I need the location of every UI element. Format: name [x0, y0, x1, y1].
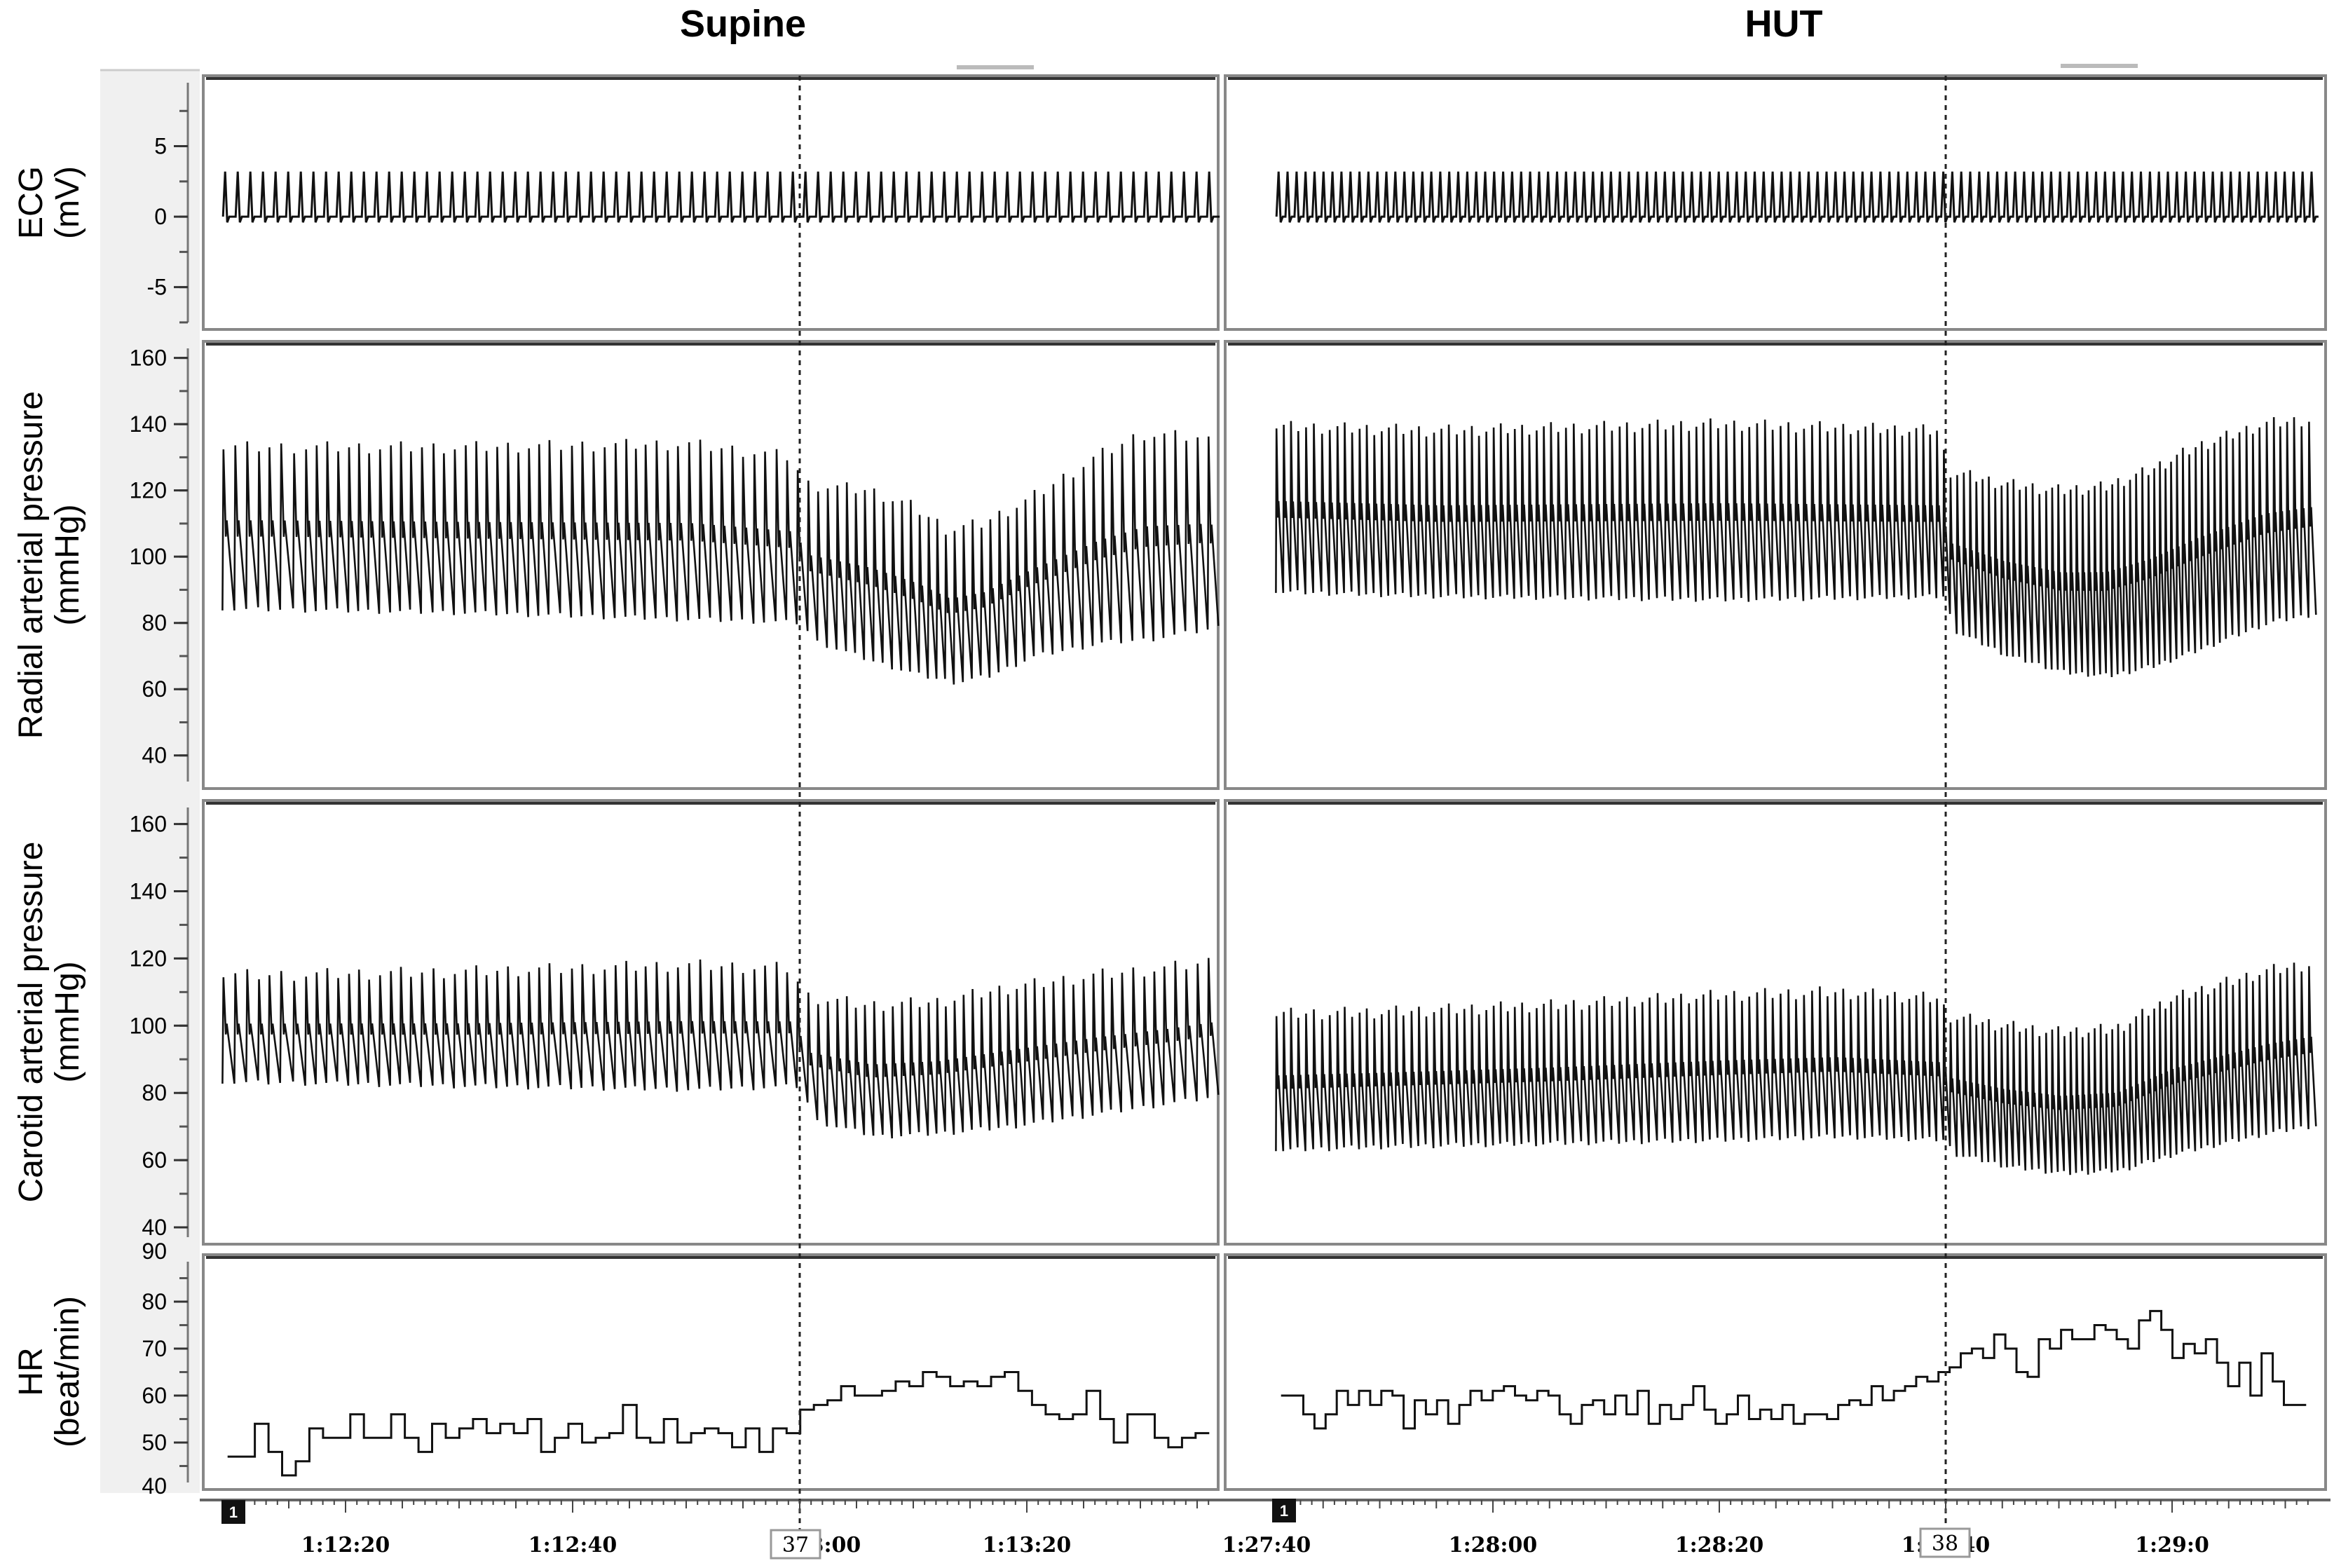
- y-tick-label: 0: [154, 204, 167, 229]
- scroll-thumb-left: [957, 65, 1034, 69]
- trace-hut-ecg: [1275, 171, 2319, 223]
- track-badge-right-label: 1: [1280, 1502, 1288, 1520]
- y-tick-label: 80: [142, 1080, 167, 1105]
- panel-frame-supine-2: [202, 799, 1220, 1246]
- y-tick-label: 140: [130, 878, 167, 904]
- y-tick-label: 80: [142, 1289, 167, 1314]
- ylabel-carotid-arterial-pressure-1: (mmHg): [49, 961, 86, 1082]
- y-tick-label: 100: [130, 1013, 167, 1038]
- time-tick-label: 1:27:40: [1222, 1533, 1311, 1557]
- time-tick-label: 1:28:00: [1449, 1533, 1538, 1557]
- track-badge-left: 1: [221, 1500, 245, 1524]
- ylabel-ecg-1: (mV): [49, 166, 86, 239]
- column-title-hut: HUT: [1745, 3, 1823, 45]
- y-tick-label: 120: [130, 478, 167, 503]
- time-tick-label: 1:28:20: [1675, 1533, 1764, 1557]
- y-tick-label: 40: [142, 743, 167, 768]
- trace-hut-hr: [1281, 1309, 2307, 1430]
- y-tick-label: 60: [142, 1147, 167, 1173]
- y-tick-label: 160: [130, 346, 167, 371]
- trace-supine-carotid-arterial-pressure: [221, 957, 1220, 1139]
- y-axis-labels: ECG (mV)Radial arterial pressure (mmHg)Car…: [13, 166, 86, 1447]
- column-title-supine: Supine: [680, 3, 806, 45]
- trace-supine-ecg: [221, 171, 1220, 223]
- y-tick-label: 40: [142, 1215, 167, 1240]
- panel-frame-hut-0: [1224, 74, 2327, 331]
- y-tick-label-clipped: 90: [142, 1239, 167, 1264]
- panel-frame-supine-1: [202, 340, 1220, 790]
- ylabel-radial-arterial-pressure-1: (mmHg): [49, 504, 86, 625]
- y-tick-label: 140: [130, 411, 167, 437]
- y-tick-label-clipped: 40: [142, 1473, 167, 1499]
- event-marker-label-left: 37: [782, 1533, 809, 1557]
- trace-hut-carotid-arterial-pressure: [1275, 962, 2317, 1175]
- signal-traces: [221, 171, 2319, 1477]
- trace-supine-hr: [227, 1371, 1210, 1477]
- y-tick-label: 100: [130, 544, 167, 569]
- y-tick-label: -5: [147, 275, 167, 300]
- y-tick-label: 60: [142, 1383, 167, 1408]
- event-marker-box-right: 38: [1919, 1527, 1971, 1558]
- y-axis-ticks: -5 0 5 40 60 80 100 120 140 160 40 60 80 100 120 140 160…: [130, 83, 189, 1499]
- time-tick-label: 1:12:40: [528, 1533, 617, 1557]
- time-tick-label: 1:29:0: [2135, 1533, 2209, 1557]
- y-tick-label: 50: [142, 1430, 167, 1455]
- y-tick-label: 60: [142, 676, 167, 702]
- time-axis-bg: [200, 1492, 2330, 1566]
- panel-frame-supine-0: [202, 74, 1220, 331]
- trace-supine-radial-arterial-pressure: [221, 430, 1220, 685]
- track-badge-left-label: 1: [229, 1504, 238, 1521]
- y-tick-label: 120: [130, 946, 167, 971]
- ylabel-carotid-arterial-pressure-0: Carotid arterial pressure: [13, 842, 50, 1203]
- y-tick-label: 80: [142, 611, 167, 636]
- panel-frame-hut-3: [1224, 1253, 2327, 1491]
- trace-hut-radial-arterial-pressure: [1275, 417, 2317, 678]
- y-tick-label: 5: [154, 134, 167, 159]
- ylabel-radial-arterial-pressure-0: Radial arterial pressure: [13, 391, 50, 739]
- time-tick-label: 1:13:20: [983, 1533, 1072, 1557]
- panel-frame-hut-2: [1224, 799, 2327, 1246]
- ylabel-hr-0: HR: [13, 1347, 50, 1396]
- panel-frames: [100, 64, 2330, 1566]
- event-marker-label-right: 38: [1932, 1532, 1958, 1556]
- time-tick-label: 1:12:20: [301, 1533, 390, 1557]
- panel-frame-supine-3: [202, 1253, 1220, 1491]
- label-column-bg: [100, 70, 200, 1493]
- track-badge-right: 1: [1272, 1499, 1296, 1522]
- event-markers: [798, 76, 1947, 1532]
- event-marker-box-left: 37: [770, 1529, 821, 1560]
- time-axis: 1:12:20 1:12:40 13:00 1:13:20 1:27:40 1:28:00…: [231, 1500, 2309, 1557]
- ylabel-ecg-0: ECG: [13, 166, 50, 239]
- y-tick-label: 160: [130, 812, 167, 837]
- panel-frame-hut-1: [1224, 340, 2327, 790]
- ylabel-hr-1: (beat/min): [49, 1296, 86, 1447]
- scroll-thumb-right: [2061, 64, 2138, 68]
- y-tick-label: 70: [142, 1336, 167, 1361]
